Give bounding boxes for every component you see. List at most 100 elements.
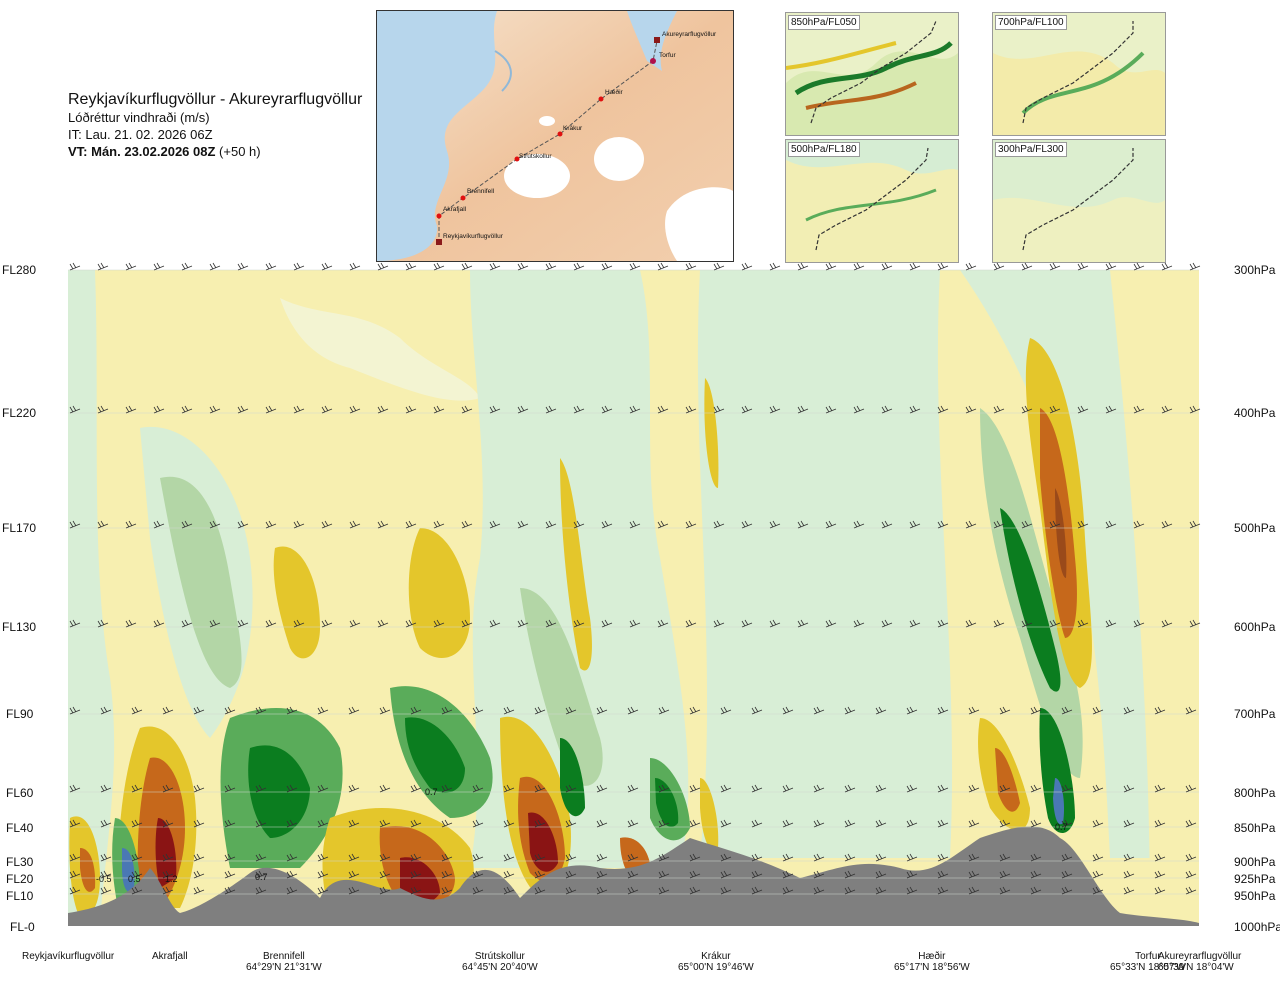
site-name: Torfur bbox=[1135, 951, 1161, 962]
wind-barb bbox=[881, 520, 893, 529]
wind-barb bbox=[69, 520, 81, 529]
wind-barb bbox=[1185, 870, 1197, 879]
wind-barb bbox=[751, 886, 763, 895]
hpa-label: 600hPa bbox=[1234, 620, 1276, 634]
wind-barb bbox=[825, 405, 837, 414]
wind-barb bbox=[797, 405, 809, 414]
wind-barb bbox=[293, 619, 305, 628]
site-label: Brennifell 64°29'N 21°31'W bbox=[246, 951, 322, 973]
valid-time: VT: Mán. 23.02.2026 08Z bbox=[68, 144, 216, 159]
level-map-500[interactable]: 500hPa/FL180 bbox=[785, 139, 959, 263]
wind-barb bbox=[379, 886, 391, 895]
wind-barb bbox=[769, 262, 781, 271]
level-map-700[interactable]: 700hPa/FL100 bbox=[992, 12, 1166, 136]
wind-barb bbox=[286, 706, 298, 715]
wind-barb bbox=[1154, 706, 1166, 715]
wind-barb bbox=[993, 262, 1005, 271]
wind-barb bbox=[1030, 706, 1042, 715]
wind-barb bbox=[162, 784, 174, 793]
fl-label: FL90 bbox=[6, 707, 34, 721]
wind-barb bbox=[433, 262, 445, 271]
wind-barb bbox=[1077, 520, 1089, 529]
site-coord: 65°33'N 18°07'W bbox=[1110, 962, 1186, 973]
wind-barb bbox=[1154, 886, 1166, 895]
wind-barb bbox=[906, 886, 918, 895]
wind-barb bbox=[937, 870, 949, 879]
wind-barb bbox=[741, 405, 753, 414]
wind-barb bbox=[69, 784, 81, 793]
wind-barb bbox=[573, 520, 585, 529]
wind-barb bbox=[321, 619, 333, 628]
hpa-label: 400hPa bbox=[1234, 406, 1276, 420]
wind-barb bbox=[1092, 706, 1104, 715]
chart-title: Reykjavíkurflugvöllur - Akureyrarflugvöl… bbox=[68, 91, 363, 108]
wind-barb bbox=[317, 784, 329, 793]
wind-barb bbox=[909, 619, 921, 628]
wind-barb bbox=[813, 819, 825, 828]
wind-barb bbox=[237, 405, 249, 414]
wind-barb bbox=[853, 405, 865, 414]
wind-barb bbox=[503, 870, 515, 879]
level-map-label: 500hPa/FL180 bbox=[788, 142, 860, 157]
site-coord: 65°39'N 18°04'W bbox=[1158, 962, 1234, 973]
wind-barb bbox=[321, 520, 333, 529]
wind-barb bbox=[97, 262, 109, 271]
wind-barb bbox=[1189, 520, 1201, 529]
wind-barb bbox=[472, 784, 484, 793]
wind-barb bbox=[100, 870, 112, 879]
wind-barb bbox=[1030, 853, 1042, 862]
wind-barb bbox=[782, 819, 794, 828]
wind-barb bbox=[489, 405, 501, 414]
site-coord: 64°45'N 20°40'W bbox=[462, 962, 538, 973]
wind-barb bbox=[162, 870, 174, 879]
wind-barb bbox=[489, 520, 501, 529]
level-map-850-svg bbox=[786, 13, 958, 135]
wind-barb bbox=[348, 870, 360, 879]
level-map-300-svg bbox=[993, 140, 1165, 262]
wind-barb bbox=[689, 886, 701, 895]
wind-barb bbox=[1049, 520, 1061, 529]
wind-barb bbox=[1105, 405, 1117, 414]
wind-barb bbox=[601, 405, 613, 414]
wind-barb bbox=[657, 520, 669, 529]
wind-barb bbox=[1133, 262, 1145, 271]
wind-barb bbox=[286, 853, 298, 862]
wind-barb bbox=[813, 784, 825, 793]
wind-barb bbox=[193, 853, 205, 862]
wind-barb bbox=[565, 784, 577, 793]
wind-barb bbox=[881, 405, 893, 414]
parameter-label: Lóðréttur vindhraði (m/s) bbox=[68, 110, 210, 125]
level-map-850[interactable]: 850hPa/FL050 bbox=[785, 12, 959, 136]
wind-barb bbox=[769, 520, 781, 529]
wind-barb bbox=[1123, 784, 1135, 793]
wind-barb bbox=[348, 784, 360, 793]
waypoint-akureyri-marker bbox=[654, 37, 660, 43]
waypoint-reykjavik-marker bbox=[436, 239, 442, 245]
wind-barb bbox=[1030, 886, 1042, 895]
wind-barb bbox=[813, 706, 825, 715]
wind-barb bbox=[1061, 886, 1073, 895]
wind-barb bbox=[689, 870, 701, 879]
wind-barb bbox=[321, 262, 333, 271]
fl-label: FL30 bbox=[6, 855, 34, 869]
wind-barb bbox=[741, 262, 753, 271]
wind-barb bbox=[993, 619, 1005, 628]
wind-barb bbox=[629, 262, 641, 271]
wind-barb bbox=[1123, 706, 1135, 715]
contour-label: 0.7 bbox=[425, 787, 438, 797]
wind-barb bbox=[265, 405, 277, 414]
wind-barb bbox=[565, 853, 577, 862]
wind-barb bbox=[1154, 784, 1166, 793]
wind-barb bbox=[433, 520, 445, 529]
level-map-300[interactable]: 300hPa/FL300 bbox=[992, 139, 1166, 263]
wind-barb bbox=[472, 706, 484, 715]
wind-barb bbox=[181, 405, 193, 414]
wind-barb bbox=[1123, 870, 1135, 879]
wind-barb bbox=[573, 405, 585, 414]
wind-barb bbox=[965, 520, 977, 529]
wind-barb bbox=[825, 262, 837, 271]
wind-barb bbox=[224, 886, 236, 895]
wind-barb bbox=[410, 870, 422, 879]
wind-barb bbox=[657, 619, 669, 628]
wind-barb bbox=[658, 853, 670, 862]
